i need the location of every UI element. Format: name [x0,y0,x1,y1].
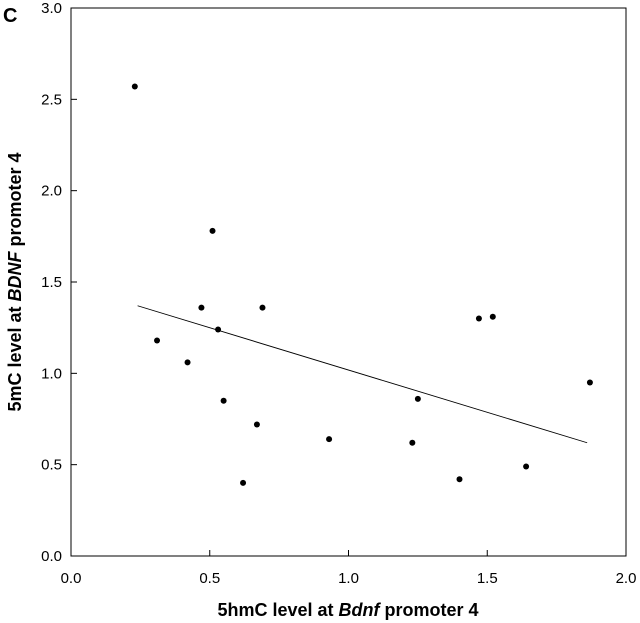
data-point [209,227,216,234]
data-point [523,463,530,470]
data-point [409,439,416,446]
y-tick-label: 2.5 [41,91,62,108]
data-point [154,337,161,344]
data-point [215,326,222,333]
data-point [253,421,260,428]
data-point [586,379,593,386]
x-axis: 0.0 0.5 1.0 1.5 2.0 [61,550,637,587]
regression-line [137,305,588,444]
data-point [240,479,247,486]
data-point [198,304,205,311]
x-tick-label: 2.0 [616,570,637,587]
plot-frame [70,7,627,557]
ylabel-part: promoter 4 [5,152,25,251]
y-tick-label: 2.0 [41,183,62,200]
y-tick-label: 0.5 [41,457,62,474]
ylabel-part: BDNF [5,250,25,301]
data-point [456,476,463,483]
x-tick-label: 1.5 [477,570,498,587]
y-tick-label: 0.0 [41,548,62,565]
xlabel-part: promoter 4 [380,600,479,620]
data-point [475,315,482,322]
data-point [131,83,138,90]
ylabel-part: 5mC level at [5,301,25,411]
data-point [414,395,421,402]
x-tick-label: 0.0 [61,570,82,587]
y-tick-label: 3.0 [41,0,62,17]
x-tick-label: 1.0 [338,570,359,587]
y-axis: 0.0 0.5 1.0 1.5 2.0 2.5 3.0 [41,0,77,565]
data-points [131,83,593,486]
y-axis-title: 5mC level at BDNF promoter 4 [5,152,25,411]
y-tick-label: 1.5 [41,274,62,291]
panel-label: C [3,5,17,27]
x-tick-label: 0.5 [199,570,220,587]
data-point [326,436,333,443]
x-axis-title: 5hmC level at Bdnf promoter 4 [217,600,478,620]
data-point [259,304,266,311]
data-point [184,359,191,366]
xlabel-part: 5hmC level at [217,600,338,620]
y-tick-label: 1.0 [41,365,62,382]
data-point [220,397,227,404]
data-point [489,313,496,320]
xlabel-part: Bdnf [339,600,382,620]
